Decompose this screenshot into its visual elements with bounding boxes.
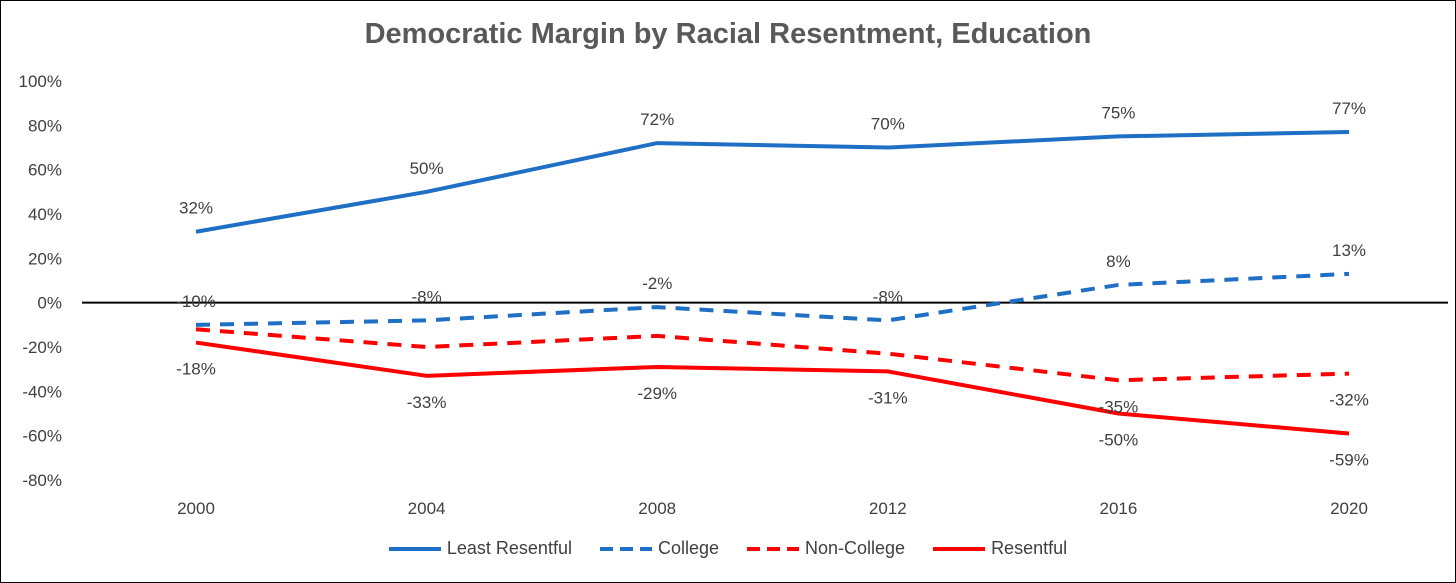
legend-label: College [657,538,719,558]
data-label: 50% [410,159,444,178]
legend-item: Least Resentful [388,538,572,559]
legend-swatch [599,546,652,551]
legend-swatch [388,546,441,551]
data-label: 77% [1332,99,1366,118]
chart-title: Democratic Margin by Racial Resentment, … [364,18,1092,50]
y-tick-label: 60% [28,161,62,180]
data-label: -29% [637,384,677,403]
data-label: 75% [1101,103,1135,122]
series-line [195,327,1350,383]
data-label: -31% [868,388,908,407]
x-axis-ticks: 2000 2004 2008 2012 2016 2020 [177,499,1368,518]
y-axis-ticks: 100% 80% 60% 40% 20% 0% -20% -40% -60% -80% [19,72,62,490]
legend: Least Resentful College Non-College Resentf… [0,538,1456,559]
data-label: -10% [176,292,216,311]
data-label: 8% [1106,252,1131,271]
y-tick-label: 100% [19,72,62,91]
series-line [195,129,1350,234]
data-label: -8% [873,287,903,306]
y-tick-label: 80% [28,116,62,135]
data-label: -8% [411,287,441,306]
data-labels: 32% 50% 72% 70% 75% 77% -10% -8% -2% -8% 8% 13% -35%… [176,99,1369,469]
series-line [195,271,1350,327]
data-label: -33% [407,393,447,412]
y-tick-label: 20% [28,249,62,268]
legend-label: Non-College [805,538,906,558]
series-lines [195,129,1350,436]
data-label: -35% [1099,397,1139,416]
legend-item: Non-College [747,538,905,559]
data-label: 32% [179,199,213,218]
legend-swatch [933,546,986,551]
legend-label: Resentful [991,538,1068,558]
data-label: -18% [176,360,216,379]
y-tick-label: 40% [28,205,62,224]
data-label: -50% [1099,431,1139,450]
x-tick-label: 2008 [638,499,676,518]
x-tick-label: 2004 [408,499,446,518]
data-label: 72% [640,110,674,129]
legend-item: Resentful [933,538,1067,559]
legend-label: Least Resentful [446,538,572,558]
y-tick-label: -60% [22,427,62,446]
y-tick-label: -40% [22,382,62,401]
y-tick-label: -20% [22,338,62,357]
x-tick-label: 2020 [1330,499,1368,518]
legend-item: College [599,538,719,559]
data-label: 13% [1332,241,1366,260]
data-label: -2% [642,274,672,293]
x-tick-label: 2012 [869,499,907,518]
x-tick-label: 2016 [1099,499,1137,518]
data-label: 70% [871,115,905,134]
legend-swatch [747,546,799,551]
x-tick-label: 2000 [177,499,215,518]
y-tick-label: 0% [37,294,62,313]
data-label: -32% [1329,391,1369,410]
y-tick-label: -80% [22,471,62,490]
data-label: -59% [1329,450,1369,469]
series-line [195,340,1350,436]
